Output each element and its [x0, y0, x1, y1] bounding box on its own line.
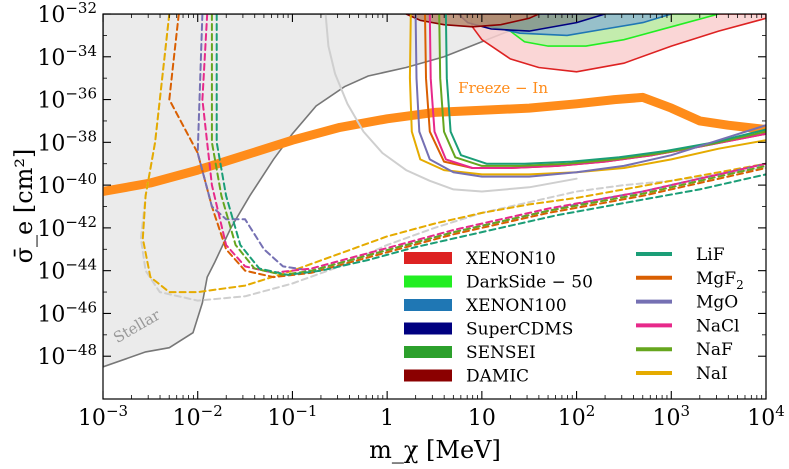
- x-axis-label: m_χ [MeV]: [369, 436, 501, 464]
- x-tick-label: 1: [380, 406, 394, 431]
- legend-label-darkside-50: DarkSide − 50: [466, 273, 593, 293]
- legend-label-nacl: NaCl: [696, 316, 739, 336]
- legend-label-mgo: MgO: [696, 293, 738, 313]
- y-tick-label: 10−32: [37, 0, 97, 28]
- series-nai-solid: [408, 14, 766, 176]
- legend-swatch-xenon10: [404, 252, 452, 264]
- legend-label-mgf: MgF2: [696, 269, 744, 292]
- exclusion-regions: [103, 14, 766, 368]
- series-mgo-solid: [414, 14, 766, 178]
- legend-label-lif: LiF: [696, 245, 725, 265]
- series-nai-dash: [141, 14, 766, 294]
- annotation-freeze-in: Freeze − In: [458, 79, 548, 97]
- x-tick-label: 10−3: [78, 402, 128, 431]
- legend-label-sensei: SENSEI: [466, 343, 536, 363]
- y-tick-label: 10−44: [37, 256, 97, 285]
- series-naf-dash: [210, 14, 766, 276]
- series-nacl-dash: [201, 14, 766, 274]
- y-tick-label: 10−36: [37, 85, 97, 114]
- series-naf-solid: [438, 14, 766, 167]
- series-lif-solid: [444, 14, 766, 165]
- x-tick-label: 10: [468, 406, 496, 431]
- x-tick-label: 10−1: [267, 402, 317, 431]
- series-freeze-in: [103, 92, 766, 196]
- legend-swatch-xenon100: [404, 299, 452, 311]
- y-axis-label: σ̄_e [cm²]: [10, 149, 38, 264]
- legend-label-damic: DAMIC: [466, 367, 529, 387]
- series-lines: [103, 14, 766, 302]
- legend-swatch-sensei: [404, 346, 452, 358]
- legend-label-naf: NaF: [696, 340, 733, 360]
- series-stellar-gray-solid: [324, 14, 578, 193]
- legend: XENON10 DarkSide − 50 XENON100 SuperCDMS SEN…: [404, 245, 744, 387]
- y-tick-label: 10−40: [37, 170, 97, 199]
- y-tick-label: 10−46: [37, 298, 97, 327]
- legend-swatch-supercdms: [404, 322, 452, 335]
- y-tick-label: 10−48: [37, 341, 97, 370]
- legend-swatch-damic: [404, 369, 452, 382]
- axis-ticks: 10−3 10−2 10−1 1 10 102 103 104 10−48 10−46 10−44 1…: [37, 0, 784, 431]
- y-tick-label: 10−34: [37, 42, 97, 71]
- legend-label-xenon100: XENON100: [466, 296, 567, 316]
- y-tick-label: 10−38: [37, 127, 97, 156]
- x-tick-label: 10−2: [173, 402, 223, 431]
- legend-label-nai: NaI: [696, 364, 728, 384]
- x-tick-label: 103: [653, 402, 691, 431]
- y-tick-label: 10−42: [37, 213, 97, 242]
- x-tick-label: 104: [747, 402, 785, 431]
- legend-label-xenon10: XENON10: [466, 249, 556, 269]
- series-lif-dash: [215, 14, 766, 276]
- x-tick-label: 102: [558, 402, 596, 431]
- legend-swatch-darkside-50: [404, 275, 452, 288]
- legend-label-supercdms: SuperCDMS: [466, 320, 573, 340]
